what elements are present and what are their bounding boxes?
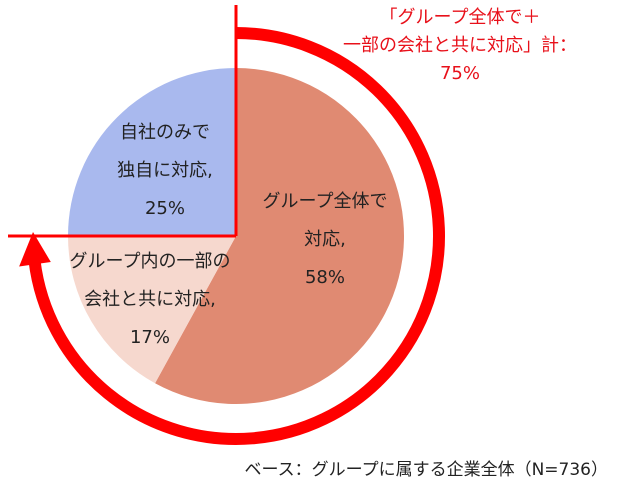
annotation-value: 75% (440, 63, 480, 84)
footnote: ベース：グループに属する企業全体（N=736） (244, 460, 608, 480)
slice-label: 会社と共に対応, (84, 289, 216, 310)
slice-label: グループ全体で (263, 191, 388, 212)
slice-label: 対応, (304, 229, 346, 250)
arrow-head (19, 232, 51, 267)
annotation: 一部の会社と共に対応」計： (343, 35, 577, 56)
slice-label: 自社のみで (120, 122, 210, 143)
slice-label: グループ内の一部の (70, 251, 231, 272)
slice-value: 25% (145, 198, 185, 219)
pie-slice (155, 68, 405, 404)
share-arc (28, 27, 445, 445)
slice-label: 独自に対応, (117, 160, 213, 181)
pie-slice (68, 236, 236, 384)
annotation: 「グループ全体で＋ (380, 7, 541, 28)
pie-slice (68, 68, 236, 236)
slice-value: 58% (305, 267, 345, 288)
slice-value: 17% (130, 327, 170, 348)
